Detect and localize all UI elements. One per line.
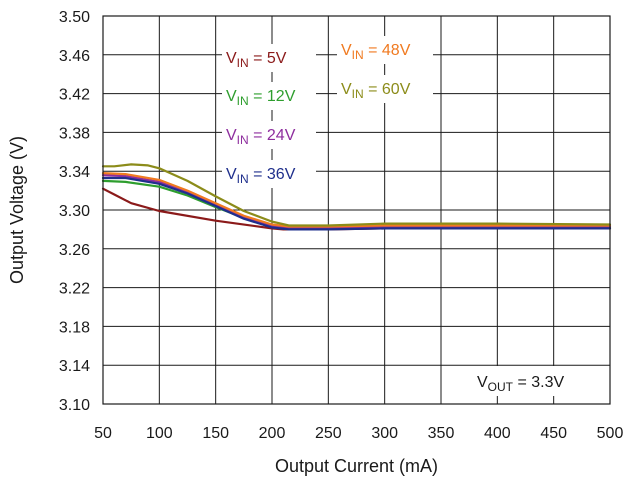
x-tick-label: 150 bbox=[202, 425, 229, 442]
x-tick-label: 500 bbox=[597, 425, 624, 442]
x-tick-label: 100 bbox=[146, 425, 173, 442]
y-tick-label: 3.22 bbox=[59, 281, 90, 298]
y-tick-label: 3.38 bbox=[59, 125, 90, 142]
annotation-background bbox=[473, 366, 593, 396]
vout-label-value: = 3.3V bbox=[513, 374, 564, 391]
y-tick-label: 3.10 bbox=[59, 397, 90, 414]
series-lines bbox=[101, 163, 612, 231]
legend-entry: VIN = 5V bbox=[226, 50, 287, 70]
x-tick-label: 200 bbox=[259, 425, 286, 442]
vout-label: VOUT = 3.3V bbox=[477, 374, 564, 394]
series-line bbox=[101, 172, 612, 228]
legend-entry-background bbox=[337, 36, 433, 64]
legend: VIN = 5V VIN = 12V VIN = 24V VIN = 36V VIN =… bbox=[222, 36, 433, 188]
y-tick-label: 3.26 bbox=[59, 242, 90, 259]
x-tick-label: 450 bbox=[540, 425, 567, 442]
legend-entry: VIN = 24V bbox=[226, 127, 296, 147]
legend-entry: VIN = 12V bbox=[226, 88, 296, 108]
legend-entry: VIN = 48V bbox=[341, 42, 411, 62]
x-tick-label: 300 bbox=[371, 425, 398, 442]
plot-frame bbox=[102, 15, 611, 405]
x-axis-title: Output Current (mA) bbox=[275, 456, 438, 476]
y-tick-label: 3.18 bbox=[59, 319, 90, 336]
y-tick-label: 3.30 bbox=[59, 203, 90, 220]
y-axis-title: Output Voltage (V) bbox=[7, 136, 27, 284]
legend-entry-background bbox=[222, 82, 316, 110]
vout-label-subscript: OUT bbox=[488, 380, 514, 394]
vout-annotation: VOUT = 3.3V bbox=[473, 366, 593, 396]
legend-entry-background bbox=[337, 75, 433, 103]
legend-entry: VIN = 60V bbox=[341, 81, 411, 101]
series-line bbox=[101, 174, 612, 230]
y-tick-label: 3.14 bbox=[59, 358, 90, 375]
legend-entry-background bbox=[222, 44, 316, 72]
legend-entry-background bbox=[222, 160, 316, 188]
x-tick-label: 350 bbox=[428, 425, 455, 442]
tick-labels: 50 100 150 200 250 300 350 400 450 500 3.10 3.14 3.1… bbox=[59, 9, 624, 442]
y-tick-label: 3.34 bbox=[59, 164, 90, 181]
y-tick-label: 3.42 bbox=[59, 87, 90, 104]
legend-entry: VIN = 36V bbox=[226, 166, 296, 186]
grid bbox=[103, 16, 610, 404]
legend-entry-background bbox=[222, 121, 316, 149]
x-tick-label: 400 bbox=[484, 425, 511, 442]
series-line bbox=[101, 163, 612, 227]
y-tick-label: 3.50 bbox=[59, 9, 90, 26]
x-tick-label: 250 bbox=[315, 425, 342, 442]
x-tick-label: 50 bbox=[94, 425, 112, 442]
vout-label-main: V bbox=[477, 374, 488, 391]
y-tick-label: 3.46 bbox=[59, 48, 90, 65]
series-line bbox=[101, 176, 612, 231]
